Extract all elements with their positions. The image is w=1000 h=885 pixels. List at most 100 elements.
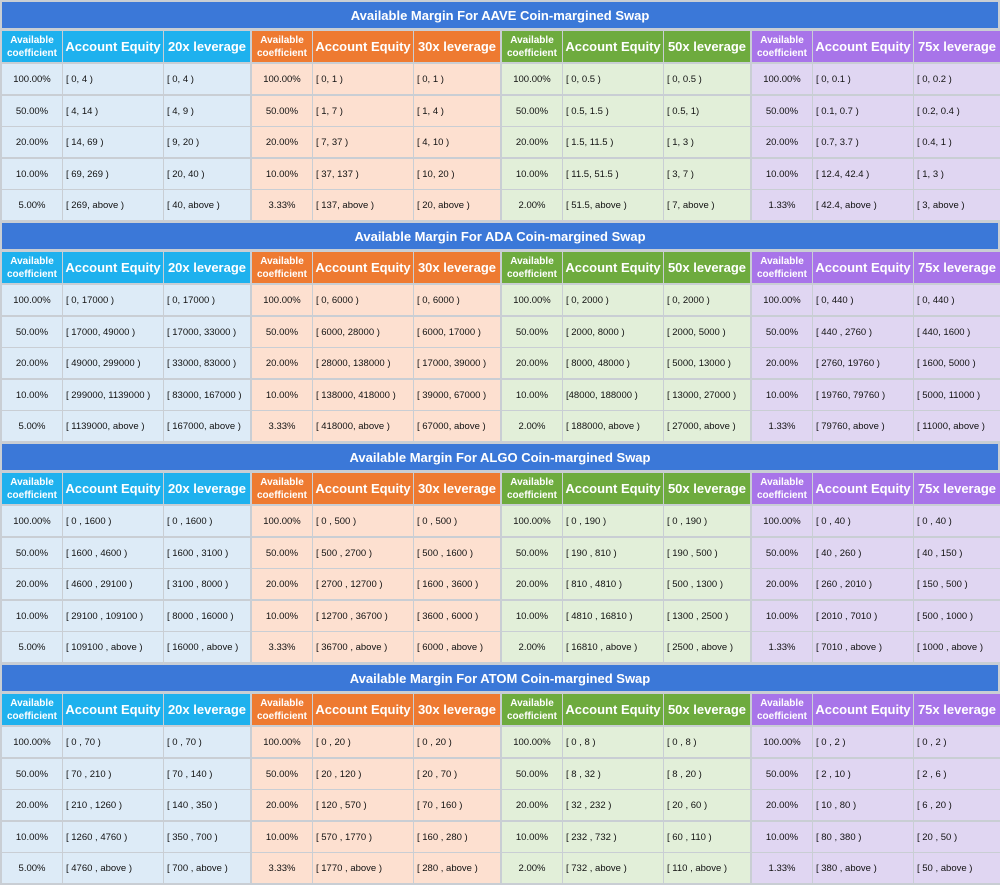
leverage-range-cell: [ 83000, 167000 ) <box>164 380 250 410</box>
account-equity-cell: [ 109100 , above ) <box>63 632 163 662</box>
leverage-range-cell: [ 16000 , above ) <box>164 632 250 662</box>
account-equity-cell: [ 380 , above ) <box>813 853 913 883</box>
account-equity-cell: [48000, 188000 ) <box>563 380 663 410</box>
section-title: Available Margin For ALGO Coin-margined … <box>2 444 998 470</box>
leverage-range-cell: [ 700 , above ) <box>164 853 250 883</box>
coefficient-header: Available coefficient <box>502 694 562 725</box>
coefficient-cell: 100.00% <box>252 64 312 94</box>
account-equity-cell: [ 0.7, 3.7 ) <box>813 127 913 157</box>
leverage-header: 50x leverage <box>664 31 750 62</box>
leverage-group: Available coefficient Account Equity 75x l… <box>752 31 1000 220</box>
account-equity-cell: [ 810 , 4810 ) <box>563 569 663 599</box>
leverage-range-cell: [ 20, 40 ) <box>164 159 250 189</box>
leverage-range-cell: [ 4, 9 ) <box>164 96 250 126</box>
account-equity-cell: [ 440 , 2760 ) <box>813 317 913 347</box>
leverage-range-cell: [ 0 , 40 ) <box>914 506 1000 536</box>
coefficient-cell: 20.00% <box>2 348 62 378</box>
coefficient-cell: 100.00% <box>752 64 812 94</box>
leverage-range-cell: [ 3100 , 8000 ) <box>164 569 250 599</box>
account-equity-cell: [ 11.5, 51.5 ) <box>563 159 663 189</box>
leverage-header: 20x leverage <box>164 694 250 725</box>
coefficient-cell: 100.00% <box>252 285 312 315</box>
account-equity-cell: [ 2760, 19760 ) <box>813 348 913 378</box>
account-equity-header: Account Equity <box>313 694 413 725</box>
account-equity-cell: [ 0, 1 ) <box>313 64 413 94</box>
account-equity-cell: [ 210 , 1260 ) <box>63 790 163 820</box>
account-equity-cell: [ 7010 , above ) <box>813 632 913 662</box>
leverage-range-cell: [ 20 , 70 ) <box>414 759 500 789</box>
account-equity-cell: [ 418000, above ) <box>313 411 413 441</box>
coefficient-cell: 50.00% <box>252 317 312 347</box>
leverage-range-cell: [ 2 , 6 ) <box>914 759 1000 789</box>
account-equity-cell: [ 0.1, 0.7 ) <box>813 96 913 126</box>
account-equity-cell: [ 29100 , 109100 ) <box>63 601 163 631</box>
coefficient-cell: 2.00% <box>502 853 562 883</box>
coefficient-cell: 2.00% <box>502 190 562 220</box>
coefficient-cell: 2.00% <box>502 632 562 662</box>
account-equity-cell: [ 1770 , above ) <box>313 853 413 883</box>
coefficient-cell: 50.00% <box>752 759 812 789</box>
account-equity-cell: [ 0, 17000 ) <box>63 285 163 315</box>
leverage-header: 30x leverage <box>414 31 500 62</box>
coefficient-header: Available coefficient <box>752 694 812 725</box>
leverage-range-cell: [ 0.2, 0.4 ) <box>914 96 1000 126</box>
coefficient-header: Available coefficient <box>502 473 562 504</box>
coefficient-cell: 2.00% <box>502 411 562 441</box>
leverage-range-cell: [ 6000 , above ) <box>414 632 500 662</box>
account-equity-header: Account Equity <box>63 31 163 62</box>
coefficient-cell: 20.00% <box>502 127 562 157</box>
leverage-range-cell: [ 0, 4 ) <box>164 64 250 94</box>
leverage-range-cell: [ 0.5, 1) <box>664 96 750 126</box>
leverage-range-cell: [ 1000 , above ) <box>914 632 1000 662</box>
leverage-range-cell: [ 0, 1 ) <box>414 64 500 94</box>
leverage-range-cell: [ 27000, above ) <box>664 411 750 441</box>
leverage-range-cell: [ 500 , 1600 ) <box>414 538 500 568</box>
coefficient-header: Available coefficient <box>752 252 812 283</box>
account-equity-cell: [ 299000, 1139000 ) <box>63 380 163 410</box>
leverage-range-cell: [ 0 , 70 ) <box>164 727 250 757</box>
coefficient-cell: 10.00% <box>502 601 562 631</box>
leverage-header: 20x leverage <box>164 31 250 62</box>
leverage-group: Available coefficient Account Equity 30x l… <box>252 31 500 220</box>
coefficient-cell: 10.00% <box>502 159 562 189</box>
account-equity-cell: [ 232 , 732 ) <box>563 822 663 852</box>
coefficient-cell: 20.00% <box>252 127 312 157</box>
account-equity-cell: [ 4760 , above ) <box>63 853 163 883</box>
coefficient-cell: 50.00% <box>502 759 562 789</box>
coefficient-cell: 10.00% <box>2 601 62 631</box>
leverage-range-cell: [ 1600 , 3600 ) <box>414 569 500 599</box>
coefficient-cell: 100.00% <box>502 285 562 315</box>
coefficient-cell: 10.00% <box>252 159 312 189</box>
leverage-header: 30x leverage <box>414 252 500 283</box>
leverage-range-cell: [ 39000, 67000 ) <box>414 380 500 410</box>
account-equity-header: Account Equity <box>813 694 913 725</box>
coefficient-cell: 50.00% <box>2 759 62 789</box>
coefficient-cell: 20.00% <box>252 569 312 599</box>
leverage-range-cell: [ 11000, above ) <box>914 411 1000 441</box>
coefficient-cell: 10.00% <box>252 380 312 410</box>
account-equity-cell: [ 4600 , 29100 ) <box>63 569 163 599</box>
leverage-range-cell: [ 2500 , above ) <box>664 632 750 662</box>
account-equity-cell: [ 0, 2000 ) <box>563 285 663 315</box>
account-equity-cell: [ 2000, 8000 ) <box>563 317 663 347</box>
leverage-range-cell: [ 0 , 20 ) <box>414 727 500 757</box>
coefficient-cell: 10.00% <box>2 159 62 189</box>
coefficient-cell: 20.00% <box>502 348 562 378</box>
leverage-range-cell: [ 0, 2000 ) <box>664 285 750 315</box>
leverage-range-cell: [ 1300 , 2500 ) <box>664 601 750 631</box>
coefficient-header: Available coefficient <box>502 252 562 283</box>
account-equity-cell: [ 0, 4 ) <box>63 64 163 94</box>
leverage-range-cell: [ 4, 10 ) <box>414 127 500 157</box>
account-equity-cell: [ 19760, 79760 ) <box>813 380 913 410</box>
leverage-range-cell: [ 150 , 500 ) <box>914 569 1000 599</box>
account-equity-cell: [ 0 , 190 ) <box>563 506 663 536</box>
leverage-range-cell: [ 0 , 2 ) <box>914 727 1000 757</box>
leverage-group: Available coefficient Account Equity 50x l… <box>502 694 750 883</box>
coefficient-cell: 100.00% <box>752 506 812 536</box>
account-equity-cell: [ 40 , 260 ) <box>813 538 913 568</box>
coefficient-cell: 5.00% <box>2 190 62 220</box>
coefficient-cell: 100.00% <box>2 506 62 536</box>
leverage-range-cell: [ 3, 7 ) <box>664 159 750 189</box>
leverage-range-cell: [ 8 , 20 ) <box>664 759 750 789</box>
